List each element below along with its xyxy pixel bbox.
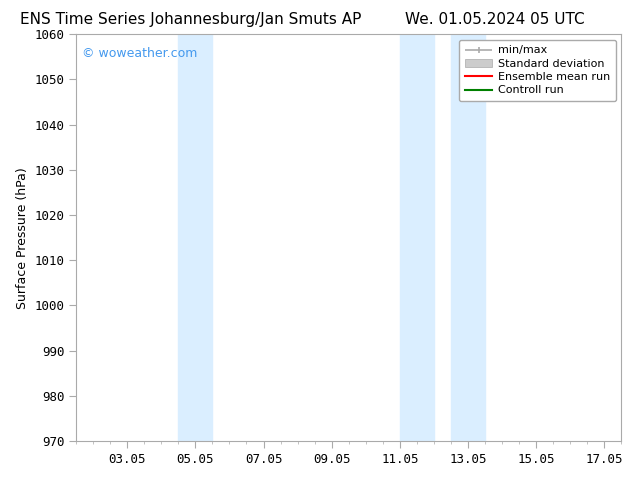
Text: We. 01.05.2024 05 UTC: We. 01.05.2024 05 UTC (404, 12, 585, 27)
Bar (451, 34, 485, 441)
Text: © woweather.com: © woweather.com (82, 47, 197, 59)
Bar (178, 34, 212, 441)
Bar (400, 34, 434, 441)
Y-axis label: Surface Pressure (hPa): Surface Pressure (hPa) (16, 167, 29, 309)
Text: ENS Time Series Johannesburg/Jan Smuts AP: ENS Time Series Johannesburg/Jan Smuts A… (20, 12, 361, 27)
Legend: min/max, Standard deviation, Ensemble mean run, Controll run: min/max, Standard deviation, Ensemble me… (459, 40, 616, 101)
